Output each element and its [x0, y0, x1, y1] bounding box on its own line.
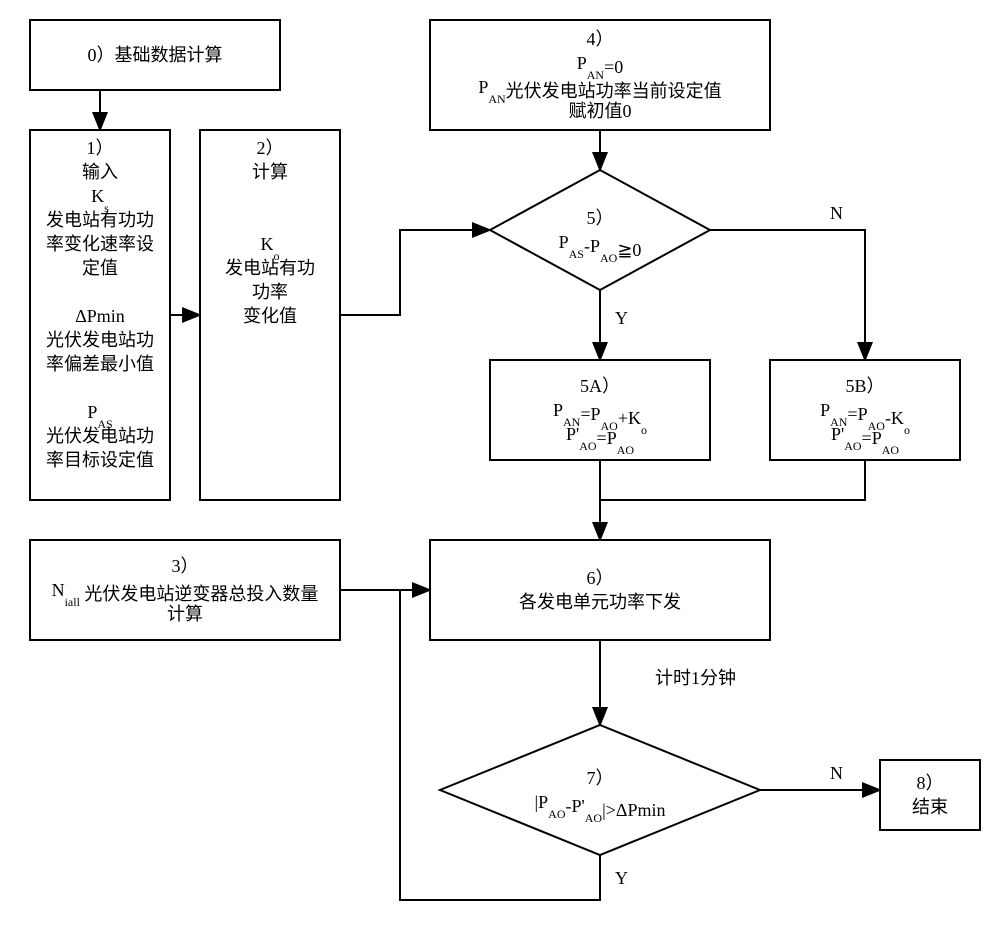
svg-text:率变化速率设: 率变化速率设: [46, 234, 154, 254]
edge: [710, 230, 865, 360]
node-n5a: 5A）PAN=PAO+KoP'AO=PAO: [490, 360, 710, 460]
svg-text:发电站有功功: 发电站有功功: [46, 210, 154, 230]
svg-text:5）: 5）: [587, 208, 614, 228]
svg-text:5A）: 5A）: [580, 376, 620, 396]
svg-text:0）基础数据计算: 0）基础数据计算: [88, 45, 223, 65]
edge-label: N: [830, 203, 843, 223]
node-n1: 1）输入Ks发电站有功功率变化速率设定值ΔPmin光伏发电站功率偏差最小值PAS…: [30, 130, 170, 500]
edge-label: Y: [615, 868, 628, 888]
svg-text:率目标设定值: 率目标设定值: [46, 450, 154, 470]
svg-text:结束: 结束: [912, 797, 948, 817]
svg-text:光伏发电站功: 光伏发电站功: [46, 426, 154, 446]
svg-text:输入: 输入: [82, 162, 118, 182]
edge-label: Y: [615, 308, 628, 328]
svg-text:计算: 计算: [252, 162, 288, 182]
svg-text:各发电单元功率下发: 各发电单元功率下发: [519, 592, 681, 612]
svg-text:1）: 1）: [87, 138, 114, 158]
svg-text:光伏发电站功: 光伏发电站功: [46, 330, 154, 350]
node-n7: 7）|PAO-P'AO|>ΔPmin: [440, 725, 760, 855]
node-n6: 6） 各发电单元功率下发: [430, 540, 770, 640]
svg-text:5B）: 5B）: [845, 376, 884, 396]
svg-text:赋初值0: 赋初值0: [569, 101, 632, 121]
flowchart: YN计时1分钟NY 0）基础数据计算1）输入Ks发电站有功功率变化速率设定值ΔP…: [0, 0, 1000, 938]
svg-text:7）: 7）: [587, 768, 614, 788]
edge-label: 计时1分钟: [655, 668, 736, 688]
svg-text:6）: 6）: [587, 568, 614, 588]
edge: [340, 230, 490, 315]
edge-label: N: [830, 763, 843, 783]
node-n5b: 5B）PAN=PAO-KoP'AO=PAO: [770, 360, 960, 460]
svg-text:定值: 定值: [82, 258, 118, 278]
svg-text:4）: 4）: [587, 29, 614, 49]
svg-text:计算: 计算: [167, 604, 203, 624]
svg-text:率偏差最小值: 率偏差最小值: [46, 354, 154, 374]
svg-text:发电站有功: 发电站有功: [225, 258, 315, 278]
svg-text:3）: 3）: [172, 556, 199, 576]
node-n8: 8） 结束: [880, 760, 980, 830]
svg-text:8）: 8）: [917, 773, 944, 793]
svg-text:ΔPmin: ΔPmin: [75, 306, 125, 326]
svg-text:功率: 功率: [252, 282, 288, 302]
svg-text:2）: 2）: [257, 138, 284, 158]
edge: [600, 460, 865, 500]
svg-text:变化值: 变化值: [243, 306, 297, 326]
node-n2: 2）计算Ko发电站有功功率变化值: [200, 130, 340, 500]
node-n4: 4）PAN=0PAN光伏发电站功率当前设定值赋初值0: [430, 20, 770, 130]
node-n3: 3）Niall 光伏发电站逆变器总投入数量计算: [30, 540, 340, 640]
node-n5: 5）PAS-PAO≧0: [490, 170, 710, 290]
node-n0: 0）基础数据计算: [30, 20, 280, 90]
